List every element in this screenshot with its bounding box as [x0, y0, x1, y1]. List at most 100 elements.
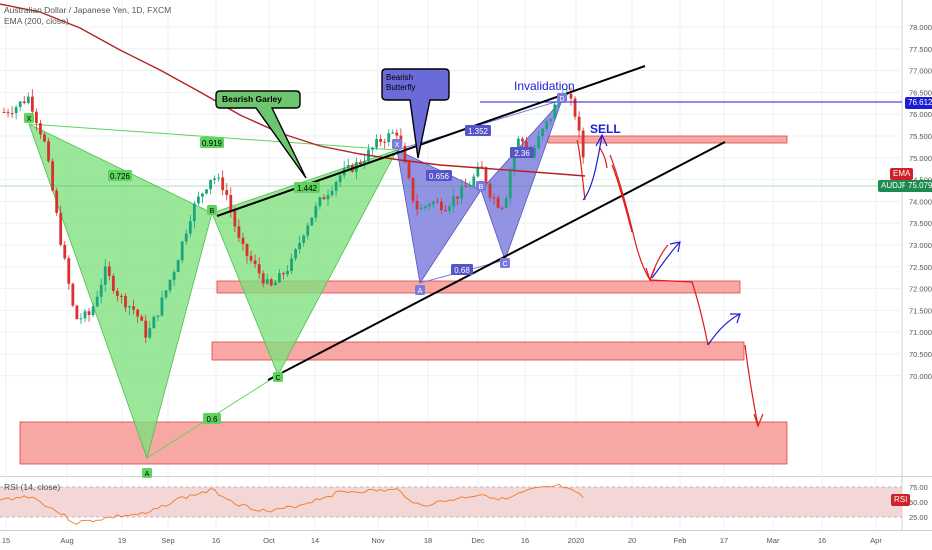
- candle-body: [152, 316, 156, 329]
- candle-body: [241, 237, 245, 244]
- candle-body: [83, 311, 87, 319]
- svg-text:0.919: 0.919: [202, 139, 223, 148]
- projection-red-path-2: [649, 279, 709, 346]
- projection-red-path-1: [576, 139, 669, 282]
- butterfly-triangle-bcd: [480, 99, 563, 262]
- price-tick-label: 74.000: [909, 197, 932, 206]
- time-tick-label: 19: [118, 536, 126, 545]
- butterfly-point-x: X: [392, 139, 402, 149]
- price-tick-label: 70.000: [909, 372, 932, 381]
- svg-text:X: X: [395, 142, 400, 149]
- zone-70: [19, 421, 788, 465]
- candle-body: [261, 273, 265, 284]
- candle-body: [444, 210, 447, 212]
- ratio-garley-ac: 0.6: [203, 413, 221, 424]
- candle-body: [2, 112, 6, 114]
- svg-text:0.68: 0.68: [454, 266, 470, 275]
- ratio-butterfly-xd: 1.352: [465, 125, 491, 136]
- candle-body: [269, 279, 273, 286]
- candle-body: [51, 161, 54, 191]
- candle-body: [359, 162, 362, 165]
- candle-body: [140, 316, 144, 321]
- svg-text:C: C: [502, 261, 507, 268]
- garley-triangle-xab: [28, 123, 213, 460]
- time-tick-label: Apr: [870, 536, 882, 545]
- candle-body: [480, 166, 484, 168]
- candle-body: [371, 147, 374, 150]
- candle-body: [172, 272, 176, 280]
- garley-callout[interactable]: Bearish Garley: [215, 90, 307, 179]
- candle-body: [132, 306, 135, 310]
- candle-body: [298, 242, 302, 250]
- invalidation-price-tag: 76.612: [905, 97, 932, 109]
- candle-body: [419, 207, 423, 210]
- candle-body: [573, 98, 577, 117]
- candle-body: [440, 201, 443, 211]
- candle-body: [6, 112, 10, 114]
- svg-text:A: A: [418, 288, 423, 295]
- candle-body: [423, 205, 427, 208]
- projection-blue-path-2: [651, 241, 681, 279]
- time-tick-label: Nov: [371, 536, 385, 545]
- candle-body: [460, 185, 464, 199]
- candle-body: [128, 306, 131, 308]
- candle-body: [225, 190, 229, 195]
- price-tick-label: 77.500: [909, 45, 932, 54]
- candle-body: [516, 138, 520, 152]
- candle-body: [213, 178, 216, 180]
- candle-body: [18, 101, 22, 108]
- candle-body: [553, 104, 557, 119]
- candle-body: [452, 196, 455, 207]
- price-tick-label: 76.000: [909, 110, 932, 119]
- projection-blue-path-1: [582, 134, 603, 201]
- candle-body: [338, 175, 342, 183]
- ema-200-line: [0, 3, 586, 177]
- candle-body: [221, 177, 225, 191]
- candle-body: [537, 135, 540, 148]
- candle-body: [95, 296, 99, 307]
- time-tick-label: 14: [311, 536, 319, 545]
- time-tick-label: 2020: [568, 536, 585, 545]
- candle-body: [22, 101, 26, 104]
- candle-body: [290, 258, 293, 271]
- projection-blue-arrow-3: [730, 313, 741, 324]
- svg-text:X: X: [27, 116, 32, 123]
- ratio-butterfly-ac: 0.68: [451, 264, 473, 275]
- projection-red-arrow-1: [645, 267, 656, 282]
- candle-body: [468, 186, 472, 188]
- projection-blue-arrow-2: [669, 241, 681, 253]
- invalidation-label: Invalidation: [514, 79, 575, 93]
- time-axis[interactable]: 15 Aug 19 Sep 16 Oct 14 Nov 18 Dec 16 2020 20 Feb 17 Ma…: [2, 536, 883, 545]
- candle-body: [549, 118, 553, 122]
- candle-body: [257, 264, 261, 274]
- price-tick-label: 72.000: [909, 285, 932, 294]
- price-tick-label: 70.500: [909, 350, 932, 359]
- time-tick-label: 16: [818, 536, 826, 545]
- candle-body: [577, 116, 581, 131]
- candle-body: [192, 203, 196, 222]
- candle-body: [500, 207, 504, 209]
- candle-body: [330, 190, 334, 195]
- candle-body: [306, 225, 310, 236]
- candle-body: [59, 212, 63, 245]
- garley-point-b: B: [207, 205, 217, 215]
- svg-text:1.442: 1.442: [297, 184, 318, 193]
- garley-point-c: C: [273, 372, 283, 382]
- candle-body: [415, 200, 419, 210]
- candle-body: [67, 258, 71, 284]
- candle-body: [508, 169, 512, 199]
- butterfly-callout[interactable]: Bearish Butterfly: [381, 68, 450, 159]
- svg-text:0.726: 0.726: [110, 172, 131, 181]
- ema-tag: EMA: [890, 168, 914, 180]
- candle-body: [488, 183, 492, 198]
- price-tick-label: 77.000: [909, 67, 932, 76]
- candle-body: [63, 244, 67, 259]
- candle-body: [168, 279, 172, 291]
- candle-body: [30, 96, 34, 112]
- svg-text:0.656: 0.656: [429, 172, 450, 181]
- candle-body: [363, 161, 366, 165]
- last-price-tag: 75.079: [905, 180, 932, 192]
- candle-body: [310, 217, 314, 226]
